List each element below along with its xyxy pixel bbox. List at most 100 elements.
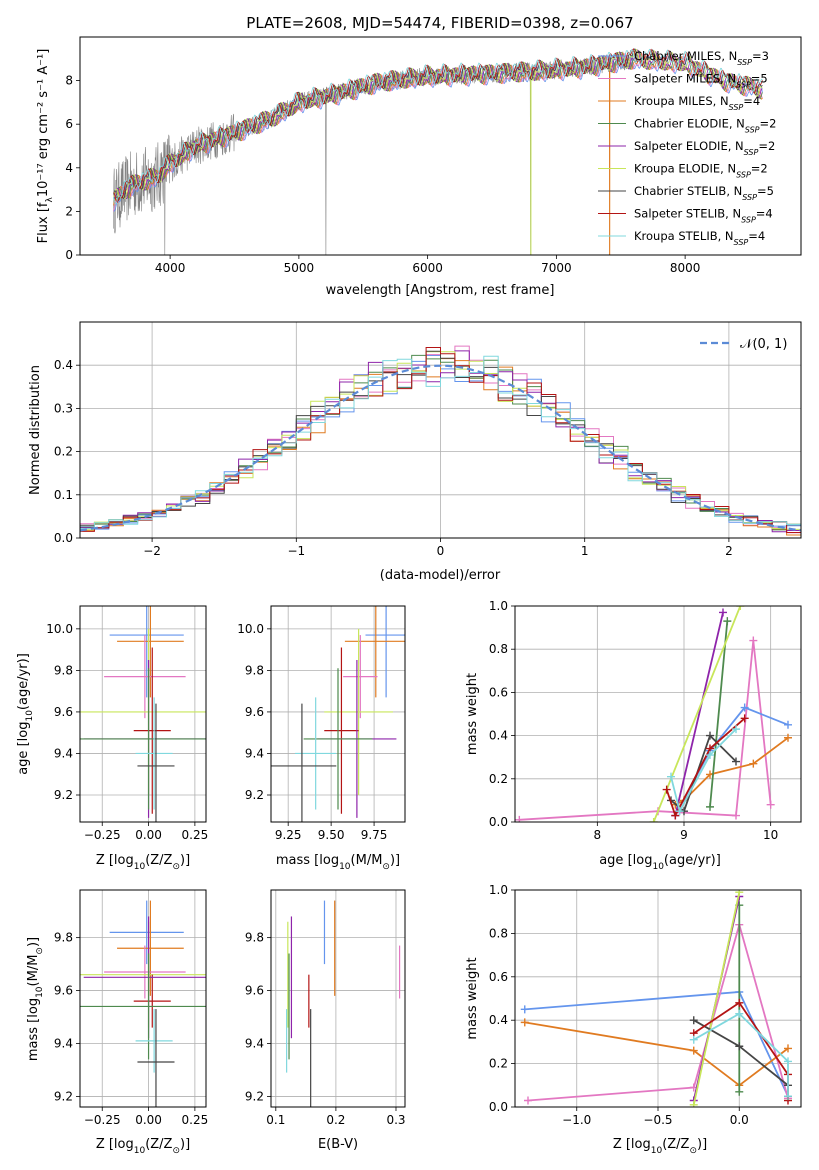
marker-kroupa_miles	[784, 733, 792, 742]
label-part: SSP	[744, 148, 759, 157]
label-part: SSP	[737, 58, 752, 67]
mass_vs_ebv-axes: 0.1 0.2 0.3 9.2 9.4 9.6 9.8	[245, 889, 406, 1127]
y-tick-label: 0.4	[489, 729, 508, 743]
label-part: )]	[180, 853, 190, 868]
label-part: Z [log	[613, 1137, 651, 1152]
marker-chabrier_stelib	[689, 1016, 698, 1025]
marker-salpeter_stelib	[671, 811, 680, 820]
x-tick-label: 1	[581, 544, 589, 558]
line-salpeter_miles	[527, 921, 789, 1102]
series-kroupa_miles	[520, 1018, 792, 1090]
x-tick-label: 0.00	[135, 1113, 162, 1127]
line-salpeter_stelib	[665, 717, 746, 818]
age-vs-Z-y-label: age [log10(age/yr)]	[16, 653, 35, 775]
label-part: Chabrier MILES, N	[634, 49, 737, 63]
mass_vs_ebv-plot	[286, 900, 401, 1107]
y-tick-label: 9.2	[245, 788, 264, 802]
y-tick-label: 10.0	[46, 622, 73, 636]
errorbar-kroupa_elodie	[324, 628, 393, 795]
label-part: Z [log	[96, 853, 134, 868]
label-part: (Z/Z	[145, 853, 172, 868]
x-tick-label: 0.2	[326, 1113, 345, 1127]
legend-label-chabrier_miles: Chabrier MILES, NSSP=3	[634, 49, 769, 67]
label-part: (M/M	[351, 853, 383, 868]
label-part: 10	[35, 986, 45, 998]
y-tick-label: 9.6	[54, 984, 73, 998]
label-part: mass [log	[26, 998, 41, 1061]
errorbar-kroupa_stelib	[135, 1009, 173, 1073]
y-tick-label: 9.6	[54, 705, 73, 719]
errorbar-salpeter_stelib	[133, 647, 171, 814]
mass_vs_ebv-frame	[270, 889, 406, 1108]
age-vs-mass-x-label: mass [log10(M/M⊙)]	[276, 853, 400, 872]
weight_vs_age-frame	[514, 605, 802, 823]
label-part: )]	[180, 1137, 190, 1152]
marker-chabrier_stelib	[735, 1042, 744, 1051]
weight_vs_Z-axes: −1.0 −0.5 0.0 0.0 0.2 0.4 0.6 0.8 1.0	[489, 883, 802, 1127]
marker-kroupa_stelib	[706, 751, 714, 760]
y-tick-label: 0.0	[489, 815, 508, 829]
y-tick-label: 0.2	[54, 445, 73, 459]
label-part: =2	[758, 139, 775, 153]
marker-kroupa_stelib	[735, 1009, 744, 1018]
label-part: 10	[134, 862, 146, 872]
weight_vs_age-plot	[515, 606, 792, 822]
errorbar-salpeter_stelib	[324, 647, 359, 814]
legend-label-salpeter_stelib: Salpeter STELIB, NSSP=4	[634, 207, 773, 225]
label-part: (age/yr)]	[664, 853, 721, 868]
marker-kroupa_elodie	[735, 890, 744, 897]
spectrum-frame	[79, 36, 802, 256]
model-spectrum-salpeter_stelib	[113, 48, 763, 203]
line-kroupa_elodie	[652, 606, 742, 822]
errorbar-salpeter_miles	[104, 945, 186, 999]
marker-salpeter_miles	[749, 636, 758, 645]
marker-kroupa_stelib	[732, 725, 740, 734]
marker-chabrier_elodie	[723, 617, 732, 626]
label-part: Kroupa MILES, N	[634, 94, 729, 108]
y-tick-label: 0.1	[54, 488, 73, 502]
y-tick-label: 0.8	[489, 642, 508, 656]
errorbar-chabrier_elodie	[80, 668, 206, 810]
y-tick-label: 9.6	[245, 705, 264, 719]
errorbar-kroupa_stelib	[135, 697, 173, 810]
marker-kroupa_miles	[749, 759, 758, 768]
y-tick-label: 1.0	[489, 883, 508, 897]
label-part: ⊙	[172, 1146, 180, 1156]
errorbar-kroupa_miles	[117, 900, 184, 996]
label-part: 10	[134, 1146, 146, 1156]
x-tick-label: 0.25	[182, 1113, 209, 1127]
label-part: =3	[752, 49, 769, 63]
mass_vs_Z-frame	[79, 889, 207, 1108]
y-tick-label: 9.8	[245, 931, 264, 945]
legend-label-normal: 𝒩(0, 1)	[740, 337, 787, 352]
marker-chabrier_miles	[784, 720, 792, 729]
age_vs_Z-frame	[79, 605, 207, 823]
age_vs_Z-plot	[80, 606, 206, 822]
label-part: ⊙	[382, 862, 390, 872]
spectrum-title: PLATE=2608, MJD=54474, FIBERID=0398, z=0…	[246, 14, 633, 32]
legend-label-salpeter_miles: Salpeter MILES, NSSP=5	[634, 72, 768, 90]
label-part: =4	[756, 207, 773, 221]
y-tick-label: 0.4	[489, 1013, 508, 1027]
mass_vs_Z-axes: −0.25 0.00 0.25 9.2 9.4 9.6 9.8	[54, 889, 209, 1127]
y-tick-label: 9.4	[54, 746, 73, 760]
label-part: Salpeter MILES, N	[634, 72, 736, 86]
y-tick-label: 9.6	[245, 984, 264, 998]
marker-salpeter_stelib	[735, 998, 744, 1007]
model-spectrum-kroupa_stelib	[113, 48, 763, 205]
mass-vs-Z-x-label: Z [log10(Z/Z⊙)]	[96, 1137, 190, 1156]
y-tick-label: 0.2	[489, 772, 508, 786]
y-tick-label: 9.4	[245, 1036, 264, 1050]
y-tick-label: 9.8	[245, 663, 264, 677]
x-tick-label: 7000	[541, 261, 572, 275]
errorbar-chabrier_elodie	[303, 668, 373, 810]
y-tick-label: 9.4	[54, 1036, 73, 1050]
legend-label-kroupa_stelib: Kroupa STELIB, NSSP=4	[634, 229, 765, 247]
model-spectrum-kroupa_elodie	[113, 48, 763, 255]
marker-salpeter_miles	[766, 800, 775, 809]
line-chabrier_elodie	[709, 621, 729, 807]
y-tick-label: 9.2	[54, 1089, 73, 1103]
y-tick-label: 1.0	[489, 599, 508, 613]
age_vs_mass-frame	[270, 605, 406, 823]
series-kroupa_elodie	[649, 606, 745, 822]
